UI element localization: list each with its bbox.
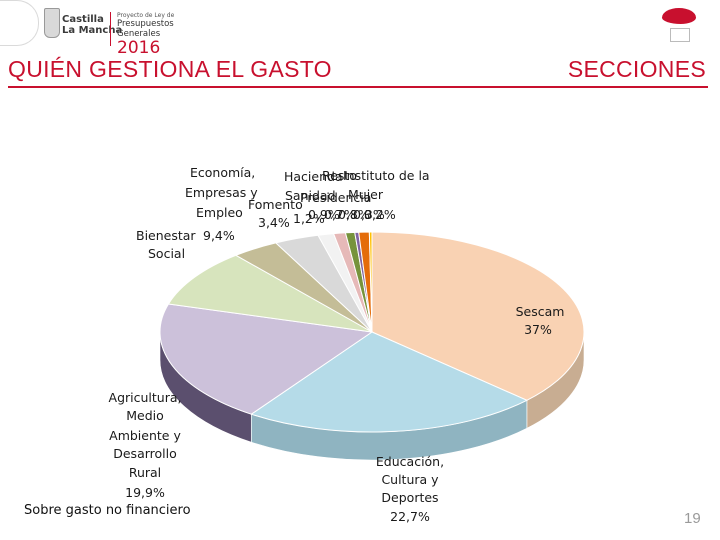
- slice-value-hacienda: 1,2%: [293, 211, 325, 226]
- slice-label-bienestar-1: Bienestar: [136, 228, 196, 243]
- budget-line-2: Presupuestos Generales: [117, 19, 174, 39]
- slice-label-agricultura-1: Agricultura,: [109, 390, 182, 405]
- logo-text: Castilla La Mancha: [62, 14, 122, 36]
- title-divider: [8, 86, 708, 88]
- section-title: SECCIONES: [567, 56, 706, 82]
- slice-label-instituto-1: Instituto de la: [343, 168, 430, 183]
- slice-label-economia-3: Empleo: [196, 205, 243, 220]
- pie-slice-2: [159, 303, 374, 415]
- pie-slice-0: [371, 231, 585, 401]
- region-map-icon: [662, 8, 696, 24]
- page-number: 19: [684, 510, 701, 527]
- slice-label-resto: Resto: [322, 168, 357, 183]
- slice-value-instituto: 0,3%: [353, 207, 385, 222]
- chart-footnote: Sobre gasto no financiero: [24, 503, 191, 518]
- budget-line-1: Proyecto de Ley de: [117, 12, 175, 19]
- budget-badge: Proyecto de Ley de Presupuestos Generale…: [110, 12, 217, 57]
- slice-label-economia-1: Economía,: [190, 165, 255, 180]
- slice-value-educacion: 22,7%: [390, 509, 430, 524]
- pie-slices: [159, 231, 585, 433]
- slice-label-agricultura-2: Medio: [126, 408, 164, 423]
- slice-value-agricultura: 19,9%: [125, 485, 165, 500]
- logo-line-1: Castilla: [62, 14, 104, 25]
- government-logo: Castilla La Mancha: [0, 0, 150, 48]
- pie-slice-3: [167, 254, 373, 333]
- slice-label-sescam-name: Sescam: [516, 304, 565, 319]
- slice-value-presidencia: 0,9%: [308, 207, 340, 222]
- slice-label-hacienda: Hacienda: [284, 169, 343, 184]
- budget-year: 2016: [117, 38, 161, 58]
- crest-icon: [44, 8, 60, 38]
- slice-label-agricultura-5: Rural: [129, 465, 161, 480]
- slice-label-agricultura-4: Desarrollo: [113, 446, 177, 461]
- slice-value-bienestar: 9,4%: [203, 228, 235, 243]
- slice-label-educacion-2: Cultura y: [381, 472, 439, 487]
- slice-value-sescam: 37%: [524, 322, 552, 337]
- small-emblem-icon: [670, 28, 690, 42]
- slice-value-resto: 0,8%: [338, 207, 370, 222]
- slice-label-educacion-3: Deportes: [381, 490, 438, 505]
- header: Castilla La Mancha Proyecto de Ley de Pr…: [0, 0, 720, 57]
- slice-label-economia-2: Empresas y: [185, 185, 258, 200]
- slice-value-other: 0,2%: [364, 207, 396, 222]
- logo-line-2: La Mancha: [62, 25, 123, 36]
- pie-slice-1: [250, 331, 529, 433]
- swirl-decoration-icon: [0, 0, 39, 46]
- slice-label-sanidad: Sanidad: [285, 188, 336, 203]
- pie-slice-11: [368, 231, 373, 333]
- page-title: QUIÉN GESTIONA EL GASTO: [8, 56, 332, 82]
- slice-label-educacion-1: Educación,: [376, 454, 444, 469]
- slice-label-bienestar-2: Social: [148, 246, 185, 261]
- slice-value-fomento: 3,4%: [258, 215, 290, 230]
- slice-value-sanidad: 0,7%: [324, 207, 356, 222]
- slice-label-instituto-2: Mujer: [348, 187, 384, 202]
- slice-label-sescam: Sescam: [516, 304, 565, 319]
- slice-label-fomento: Fomento: [248, 197, 303, 212]
- slice-label-presidencia: Presidencia: [300, 190, 371, 205]
- slice-label-agricultura-3: Ambiente y: [109, 428, 181, 443]
